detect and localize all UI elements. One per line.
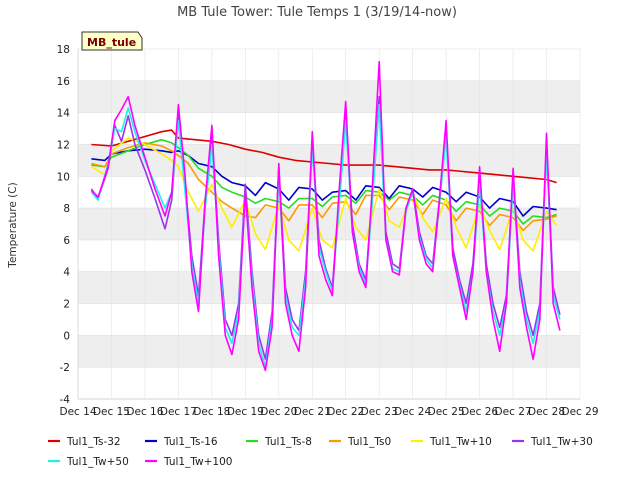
legend-label: Tul1_Ts0	[347, 436, 391, 448]
y-tick-label: 18	[57, 44, 70, 56]
legend: Tul1_Ts-32 Tul1_Ts-16 Tul1_Ts-8 Tul1_Ts0 Tul…	[48, 436, 593, 468]
site-tag-label: MB_tule	[87, 36, 136, 49]
y-tick-label: 2	[63, 299, 70, 311]
y-tick-label: 4	[63, 267, 70, 279]
y-tick-label: 10	[57, 171, 70, 183]
x-tick-label: Dec 29	[561, 406, 598, 418]
x-tick-label: Dec 19	[227, 406, 264, 418]
x-tick-label: Dec 18	[193, 406, 230, 418]
y-tick-label: 16	[57, 76, 71, 88]
x-tick-label: Dec 27	[495, 406, 532, 418]
grid-band	[78, 208, 580, 240]
series-lines	[90, 60, 561, 372]
y-tick-label: 8	[63, 203, 70, 215]
legend-label: Tul1_Tw+10	[429, 436, 492, 448]
x-tick-label: Dec 17	[160, 406, 197, 418]
series-line-tul1-ts-32	[91, 129, 557, 184]
y-tick-label: 12	[57, 139, 70, 151]
y-tick-label: -2	[60, 362, 70, 374]
y-tick-label: 14	[57, 108, 71, 120]
x-tick-label: Dec 14	[59, 406, 96, 418]
y-tick-label: 6	[63, 235, 70, 247]
legend-label: Tul1_Tw+50	[66, 456, 129, 468]
x-tick-label: Dec 20	[260, 406, 297, 418]
legend-label: Tul1_Ts-32	[66, 436, 121, 448]
chart-title: MB Tule Tower: Tule Temps 1 (3/19/14-now…	[177, 5, 457, 20]
grid-bands	[78, 49, 580, 399]
y-axis-label: Temperature (C)	[7, 182, 19, 268]
x-tick-label: Dec 21	[294, 406, 331, 418]
x-tick-label: Dec 26	[461, 406, 498, 418]
x-tick-label: Dec 22	[327, 406, 364, 418]
site-tag: MB_tule	[81, 31, 143, 51]
y-tick-label: -4	[60, 394, 71, 406]
grid-band	[78, 144, 580, 177]
legend-label: Tul1_Ts-8	[264, 436, 312, 448]
x-tick-label: Dec 15	[93, 406, 130, 418]
legend-label: Tul1_Ts-16	[163, 436, 218, 448]
x-tick-label: Dec 24	[394, 406, 431, 418]
grid-band	[78, 80, 580, 113]
x-tick-label: Dec 25	[428, 406, 465, 418]
x-tick-label: Dec 23	[361, 406, 398, 418]
series-line-tul1-tw-100	[90, 60, 561, 372]
x-tick-label: Dec 16	[126, 406, 163, 418]
x-tick-label: Dec 28	[528, 406, 565, 418]
grid-band	[78, 335, 580, 368]
y-tick-label: 0	[63, 330, 70, 342]
legend-label: Tul1_Tw+100	[163, 456, 232, 468]
legend-label: Tul1_Tw+30	[530, 436, 593, 448]
